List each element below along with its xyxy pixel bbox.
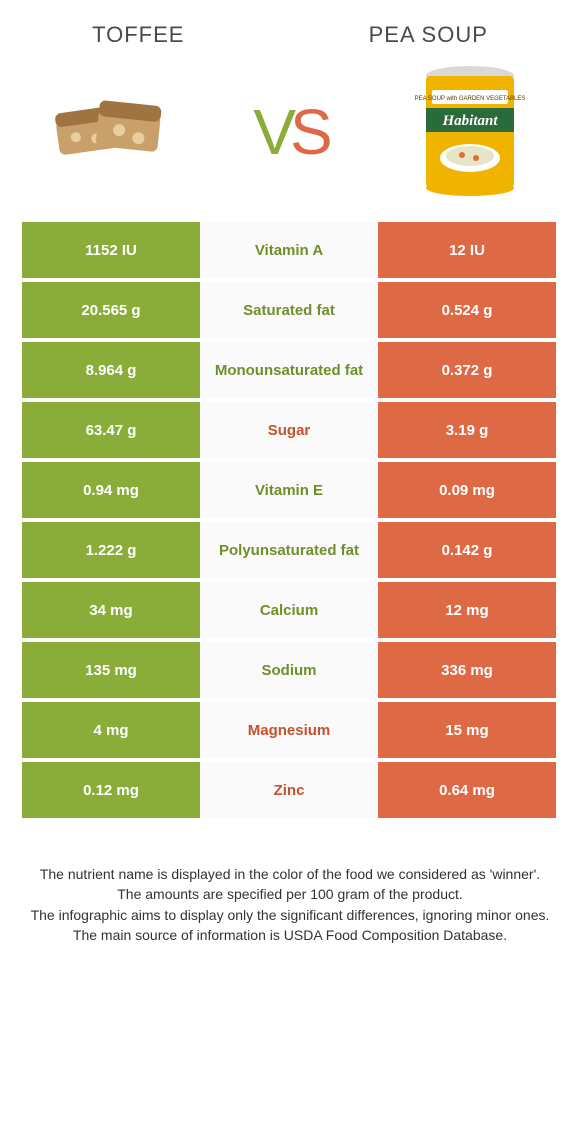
table-row: 1152 IUVitamin A12 IU xyxy=(22,222,558,278)
right-value: 0.64 mg xyxy=(378,762,556,818)
table-row: 4 mgMagnesium15 mg xyxy=(22,702,558,758)
vs-v: V xyxy=(253,96,290,168)
right-food-image: Habitant PEA SOUP with GARDEN VEGETABLES xyxy=(400,72,540,192)
vs-s: S xyxy=(290,96,327,168)
right-value: 15 mg xyxy=(378,702,556,758)
nutrient-name: Sodium xyxy=(200,642,378,698)
right-value: 336 mg xyxy=(378,642,556,698)
nutrient-name: Magnesium xyxy=(200,702,378,758)
soup-can-icon: Habitant PEA SOUP with GARDEN VEGETABLES xyxy=(410,62,530,202)
left-food-title: Toffee xyxy=(92,22,184,48)
nutrient-name: Monounsaturated fat xyxy=(200,342,378,398)
table-row: 0.12 mgZinc0.64 mg xyxy=(22,762,558,818)
left-value: 20.565 g xyxy=(22,282,200,338)
nutrient-name: Calcium xyxy=(200,582,378,638)
left-value: 63.47 g xyxy=(22,402,200,458)
comparison-header: Toffee Pea soup xyxy=(0,0,580,62)
svg-text:Habitant: Habitant xyxy=(441,113,498,129)
table-row: 34 mgCalcium12 mg xyxy=(22,582,558,638)
left-value: 34 mg xyxy=(22,582,200,638)
right-value: 12 mg xyxy=(378,582,556,638)
table-row: 8.964 gMonounsaturated fat0.372 g xyxy=(22,342,558,398)
vs-label: VS xyxy=(253,95,326,169)
nutrient-name: Polyunsaturated fat xyxy=(200,522,378,578)
right-food-title: Pea soup xyxy=(369,22,488,48)
toffee-icon xyxy=(45,82,175,182)
vs-row: VS Habitant PEA SOUP with GARDEN VEGETAB… xyxy=(0,62,580,222)
left-value: 4 mg xyxy=(22,702,200,758)
right-value: 0.09 mg xyxy=(378,462,556,518)
right-value: 12 IU xyxy=(378,222,556,278)
left-food-image xyxy=(40,72,180,192)
right-value: 3.19 g xyxy=(378,402,556,458)
nutrient-name: Zinc xyxy=(200,762,378,818)
footer-line: The infographic aims to display only the… xyxy=(24,905,556,925)
table-row: 0.94 mgVitamin E0.09 mg xyxy=(22,462,558,518)
right-value: 0.372 g xyxy=(378,342,556,398)
left-value: 1.222 g xyxy=(22,522,200,578)
footer-line: The main source of information is USDA F… xyxy=(24,925,556,945)
nutrient-name: Saturated fat xyxy=(200,282,378,338)
svg-text:PEA SOUP with GARDEN VEGETABLE: PEA SOUP with GARDEN VEGETABLES xyxy=(415,96,526,102)
table-row: 1.222 gPolyunsaturated fat0.142 g xyxy=(22,522,558,578)
left-value: 1152 IU xyxy=(22,222,200,278)
footer-line: The amounts are specified per 100 gram o… xyxy=(24,884,556,904)
nutrient-name: Sugar xyxy=(200,402,378,458)
right-value: 0.142 g xyxy=(378,522,556,578)
nutrient-table: 1152 IUVitamin A12 IU20.565 gSaturated f… xyxy=(22,222,558,818)
table-row: 63.47 gSugar3.19 g xyxy=(22,402,558,458)
left-value: 8.964 g xyxy=(22,342,200,398)
left-value: 0.94 mg xyxy=(22,462,200,518)
right-value: 0.524 g xyxy=(378,282,556,338)
left-value: 135 mg xyxy=(22,642,200,698)
footer-line: The nutrient name is displayed in the co… xyxy=(24,864,556,884)
footer-notes: The nutrient name is displayed in the co… xyxy=(0,822,580,945)
table-row: 20.565 gSaturated fat0.524 g xyxy=(22,282,558,338)
left-value: 0.12 mg xyxy=(22,762,200,818)
nutrient-name: Vitamin A xyxy=(200,222,378,278)
table-row: 135 mgSodium336 mg xyxy=(22,642,558,698)
nutrient-name: Vitamin E xyxy=(200,462,378,518)
